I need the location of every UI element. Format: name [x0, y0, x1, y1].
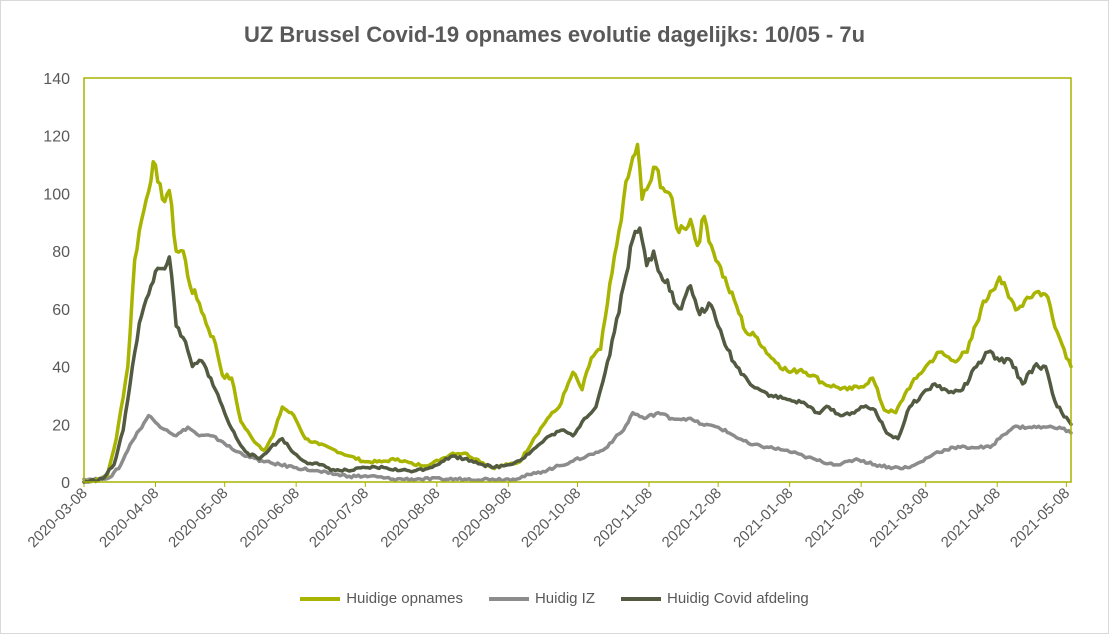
- legend-swatch: [488, 596, 529, 601]
- x-tick-label: 2021-01-08: [730, 485, 796, 551]
- x-tick-label: 2021-03-08: [866, 485, 932, 551]
- x-tick-label: 2020-12-08: [659, 485, 725, 551]
- x-tick-label: 2020-06-08: [237, 485, 303, 551]
- legend-swatch: [621, 596, 661, 601]
- x-tick-label: 2020-08-08: [377, 485, 443, 551]
- x-tick-label: 2021-04-08: [938, 485, 1004, 551]
- legend-label: Huidige opnames: [346, 590, 463, 607]
- y-tick-label: 0: [61, 475, 70, 492]
- x-tick-label: 2020-04-08: [96, 485, 162, 551]
- legend-swatch: [300, 596, 341, 601]
- x-tick-label: 2020-11-08: [590, 485, 655, 550]
- legend-label: Huidig Covid afdeling: [667, 590, 809, 607]
- y-tick-label: 40: [52, 360, 70, 377]
- x-tick-label: 2020-05-08: [165, 485, 231, 551]
- x-tick-label: 2020-03-08: [25, 485, 91, 551]
- x-tick-label: 2020-09-08: [449, 485, 515, 551]
- y-tick-label: 140: [43, 71, 70, 88]
- legend-item: Huidig Covid afdeling: [621, 590, 809, 607]
- legend-label: Huidig IZ: [534, 590, 595, 607]
- y-tick-label: 100: [43, 186, 70, 203]
- x-tick-label: 2020-10-08: [518, 485, 584, 551]
- legend-item: Huidig IZ: [488, 590, 595, 607]
- x-tick-label: 2021-05-08: [1007, 485, 1073, 551]
- series-line-1: [82, 410, 1073, 483]
- plot-area-border: [83, 77, 1072, 483]
- y-tick-label: 120: [43, 129, 70, 146]
- y-tick-label: 20: [52, 417, 70, 434]
- series-line-2: [82, 226, 1073, 484]
- legend-item: Huidige opnames: [300, 590, 463, 607]
- y-tick-label: 80: [52, 244, 70, 261]
- x-tick-label: 2020-07-08: [306, 485, 372, 551]
- y-tick-label: 60: [52, 302, 70, 319]
- y-axis-ticks: 0 20 40 60 80 100 120 140: [43, 71, 70, 492]
- x-tick-label: 2021-02-08: [802, 485, 868, 551]
- x-axis-ticks: 2020-03-08 2020-04-08 2020-05-08 2020-06-08…: [25, 482, 1073, 551]
- chart-title: UZ Brussel Covid-19 opnames evolutie dag…: [243, 22, 866, 47]
- series-line-0: [82, 142, 1073, 484]
- legend: Huidige opnames Huidig IZ Huidig Covid afd…: [0, 590, 1109, 607]
- series-lines: [82, 142, 1073, 484]
